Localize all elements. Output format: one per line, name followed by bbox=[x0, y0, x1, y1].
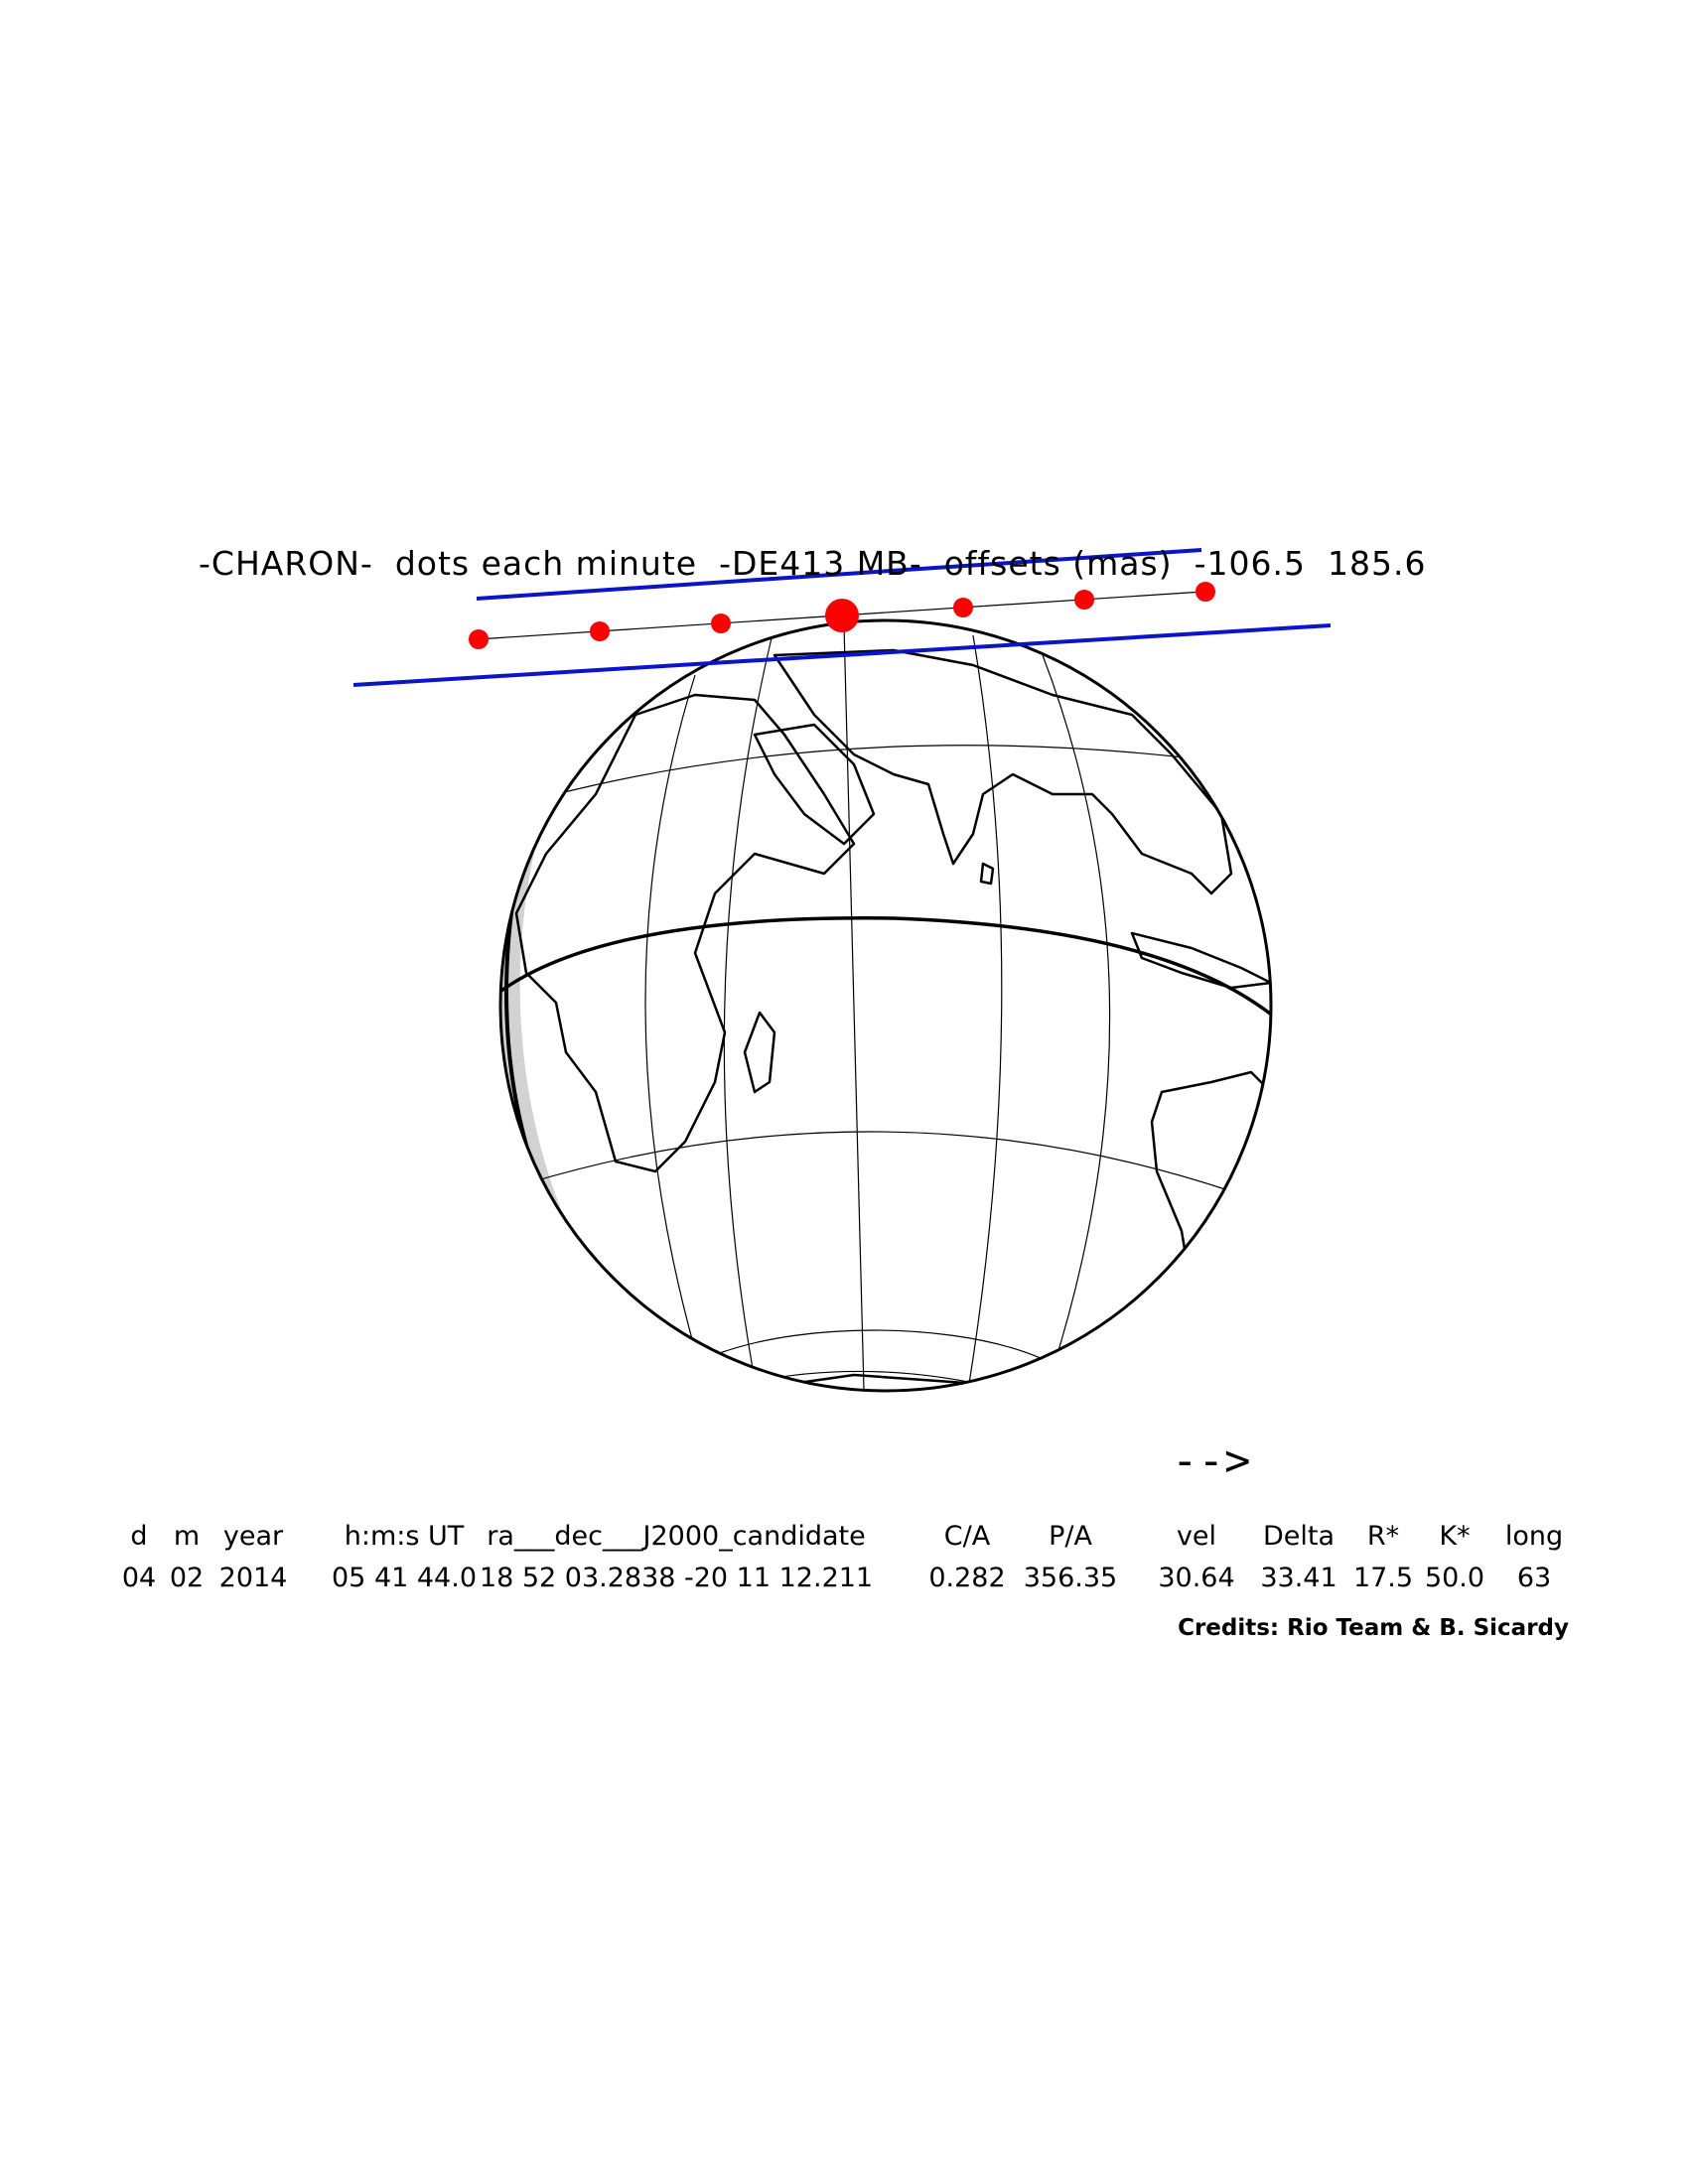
table-header-cell: ra___dec___J2000_candidate bbox=[487, 1521, 866, 1552]
table-header-cell: P/A bbox=[1049, 1521, 1092, 1552]
title-offsets-label: offsets (mas) bbox=[943, 544, 1173, 583]
table-value-cell: 33.41 bbox=[1260, 1563, 1337, 1593]
track-dot bbox=[1196, 582, 1215, 602]
track-dot bbox=[590, 621, 610, 641]
track-dot bbox=[469, 629, 489, 649]
sri-lanka-outline bbox=[979, 862, 995, 886]
asia-outline bbox=[773, 648, 1233, 895]
graticule bbox=[500, 624, 1242, 1391]
table-value-cell: 50.0 bbox=[1424, 1563, 1485, 1593]
arabia-outline bbox=[753, 723, 876, 846]
credits: Credits: Rio Team & B. Sicardy bbox=[1178, 1615, 1569, 1641]
globe-limb bbox=[498, 618, 1273, 1393]
table-header-cell: h:m:s UT bbox=[344, 1521, 465, 1552]
coastlines bbox=[514, 648, 1271, 1391]
table-value-row: 04 02 2014 05 41 44.0 18 52 03.2838 -20 11 1… bbox=[117, 1563, 1577, 1604]
table-value-cell: 30.64 bbox=[1158, 1563, 1235, 1593]
track-dot bbox=[953, 598, 973, 617]
title-offset-dec: 185.6 bbox=[1327, 544, 1427, 583]
table-value-cell: 0.282 bbox=[928, 1563, 1006, 1593]
table-value-cell: 18 52 03.2838 -20 11 12.211 bbox=[479, 1563, 874, 1593]
indonesia-outline bbox=[1130, 931, 1271, 990]
table-value-cell: 05 41 44.0 bbox=[332, 1563, 477, 1593]
equator bbox=[500, 916, 1271, 1024]
track-dot-central bbox=[825, 599, 859, 632]
table-value-cell: 63 bbox=[1516, 1563, 1552, 1593]
table-header-cell: K* bbox=[1439, 1521, 1471, 1552]
track-dot bbox=[711, 614, 731, 633]
chart-title: -CHARON-dots each minute -DE413 MB-offset… bbox=[199, 544, 1448, 583]
title-object: -CHARON- bbox=[199, 544, 373, 583]
title-star: -DE413 MB- bbox=[719, 544, 922, 583]
antarctica-outline bbox=[733, 1373, 1035, 1391]
table-header-cell: vel bbox=[1176, 1521, 1217, 1552]
table-value-cell: 356.35 bbox=[1023, 1563, 1118, 1593]
direction-arrow: --> bbox=[1172, 1435, 1250, 1486]
table-header-cell: m bbox=[173, 1521, 201, 1552]
africa-outline bbox=[514, 693, 856, 1173]
title-dots: dots each minute bbox=[394, 544, 698, 583]
globe-disk bbox=[500, 620, 1271, 1391]
table-header-cell: R* bbox=[1366, 1521, 1400, 1552]
globe bbox=[498, 618, 1273, 1393]
event-table: d m year h:m:s UT ra___dec___J2000_candidate… bbox=[117, 1521, 1577, 1604]
table-header-cell: year bbox=[222, 1521, 284, 1552]
track-dots bbox=[469, 582, 1215, 649]
title-offset-ra: -106.5 bbox=[1194, 544, 1306, 583]
table-value-cell: 04 bbox=[121, 1563, 157, 1593]
table-header-row: d m year h:m:s UT ra___dec___J2000_candidate… bbox=[117, 1521, 1577, 1563]
madagascar-outline bbox=[743, 1011, 776, 1094]
table-header-cell: long bbox=[1504, 1521, 1564, 1552]
track-dot bbox=[1074, 590, 1094, 610]
table-value-cell: 2014 bbox=[218, 1563, 288, 1593]
table-header-cell: d bbox=[130, 1521, 148, 1552]
track-limit-north bbox=[476, 548, 1202, 601]
table-header-cell: Delta bbox=[1262, 1521, 1336, 1552]
table-value-cell: 17.5 bbox=[1352, 1563, 1414, 1593]
table-header-cell: C/A bbox=[943, 1521, 991, 1552]
track-limit-south bbox=[352, 623, 1332, 687]
table-value-cell: 02 bbox=[169, 1563, 205, 1593]
